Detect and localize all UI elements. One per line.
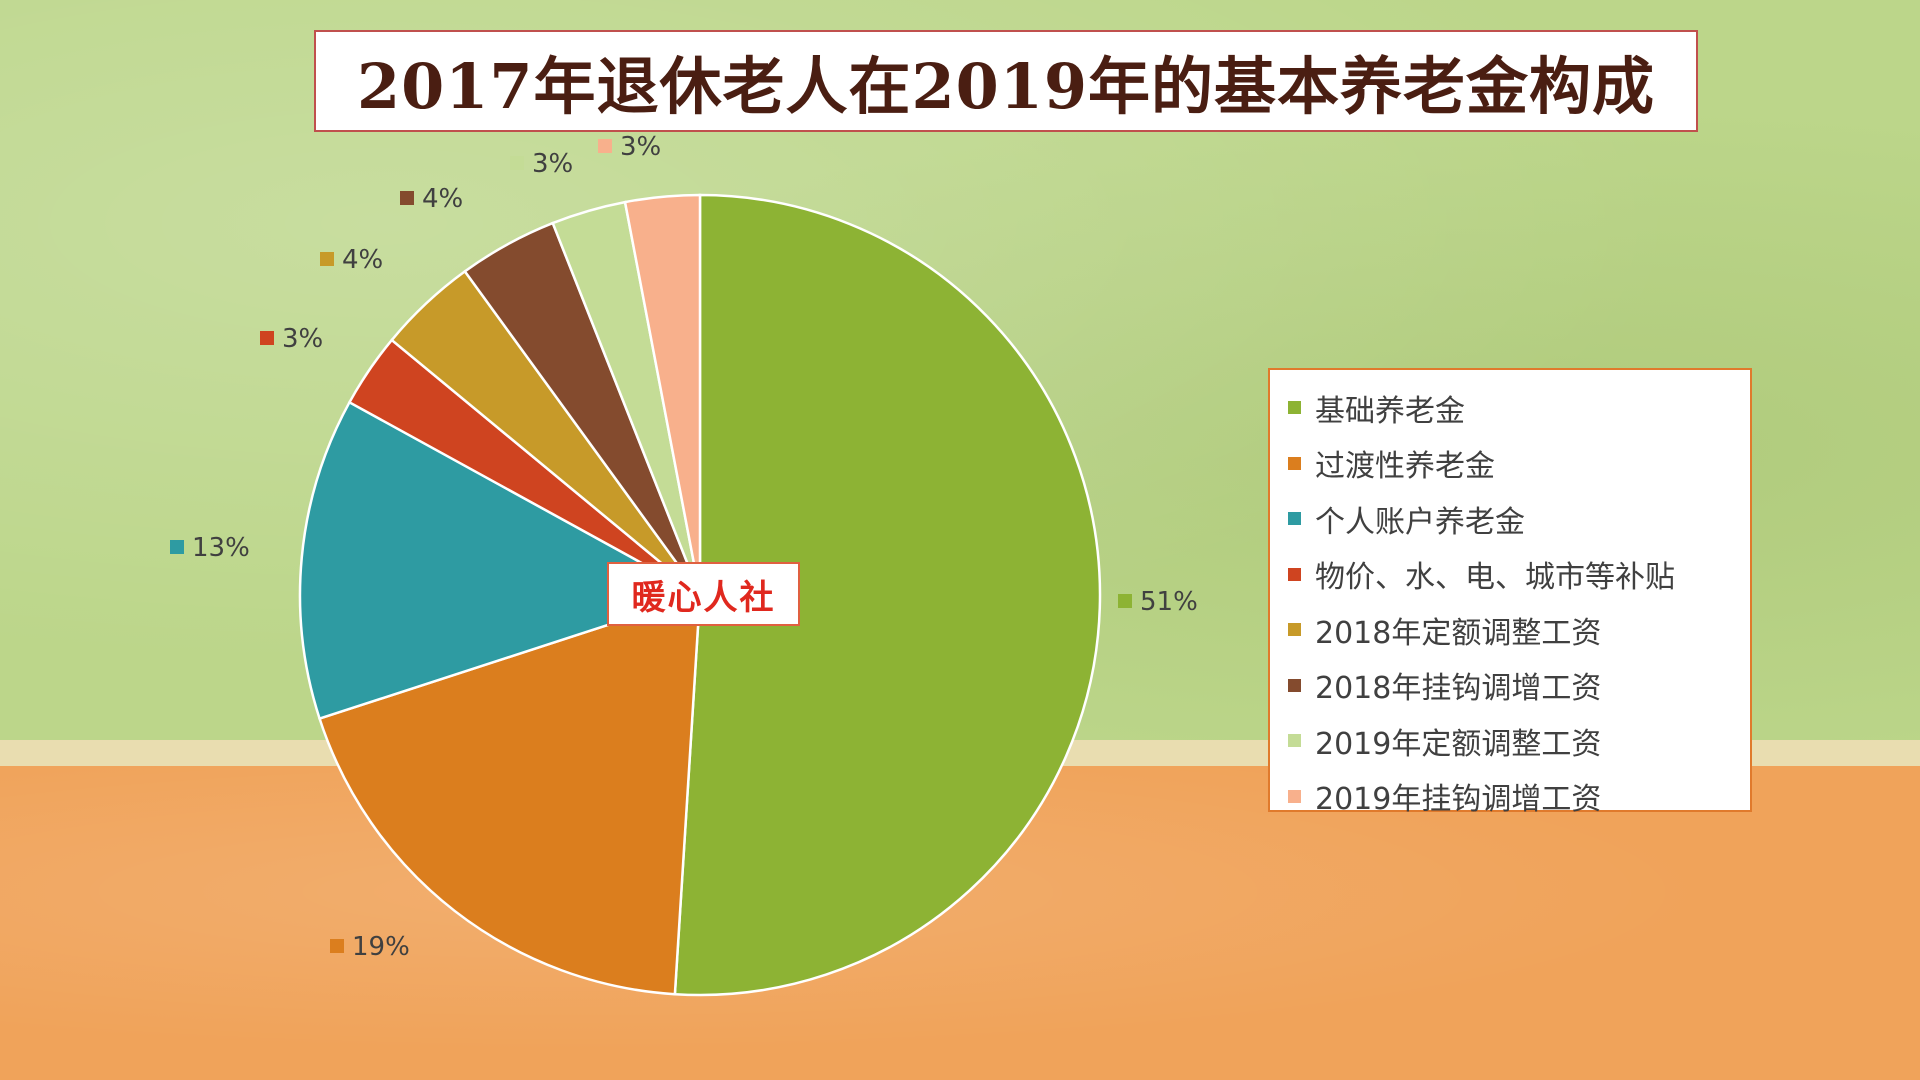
data-label-marker: [260, 331, 274, 345]
chart-title: 2017年退休老人在2019年的基本养老金构成: [356, 50, 1656, 123]
legend-item: 2018年挂钩调增工资: [1288, 658, 1750, 714]
data-label: 51%: [1140, 587, 1198, 617]
legend-item: 个人账户养老金: [1288, 491, 1750, 547]
legend-swatch: [1288, 512, 1301, 526]
legend-label: 2019年挂钩调增工资: [1315, 782, 1602, 818]
data-label-marker: [400, 191, 414, 205]
data-label-marker: [320, 252, 334, 266]
data-label-marker: [1118, 594, 1132, 608]
pie-slice: [673, 193, 1102, 997]
pie-slice: [298, 400, 704, 721]
legend-item: 2019年挂钩调增工资: [1288, 769, 1750, 825]
data-label: 4%: [342, 245, 383, 275]
data-label-marker: [598, 139, 612, 153]
legend-swatch: [1288, 678, 1301, 692]
data-label: 4%: [422, 184, 463, 214]
legend-label: 个人账户养老金: [1315, 504, 1525, 540]
data-label-marker: [170, 540, 184, 554]
pie-slice: [318, 593, 702, 996]
watermark-badge: 暖心人社: [607, 562, 800, 626]
legend-swatch: [1288, 623, 1301, 637]
data-label: 3%: [282, 324, 323, 354]
data-labels: 51% 19% 13% 3% 4% 4% 3% 3%: [170, 132, 1198, 962]
data-label: 3%: [620, 132, 661, 162]
data-label: 13%: [192, 533, 250, 563]
legend-item: 基础养老金: [1288, 380, 1750, 436]
legend-swatch: [1288, 401, 1301, 415]
data-label-marker: [330, 939, 344, 953]
legend-item: 物价、水、电、城市等补贴: [1288, 547, 1750, 603]
legend-label: 基础养老金: [1315, 393, 1465, 429]
legend-label: 2019年定额调整工资: [1315, 726, 1602, 762]
legend-label: 2018年挂钩调增工资: [1315, 671, 1602, 707]
data-label-marker: [510, 156, 524, 170]
data-label: 3%: [532, 149, 573, 179]
legend-item: 过渡性养老金: [1288, 436, 1750, 492]
pie-slices: [298, 193, 1102, 997]
legend-label: 过渡性养老金: [1315, 449, 1495, 485]
legend-swatch: [1288, 789, 1301, 803]
legend-swatch: [1288, 456, 1301, 470]
pie-slice: [623, 193, 702, 596]
data-label: 19%: [352, 932, 410, 962]
legend-swatch: [1288, 734, 1301, 748]
title-box: 2017年退休老人在2019年的基本养老金构成: [314, 30, 1698, 132]
legend-swatch: [1288, 567, 1301, 581]
legend-item: 2019年定额调整工资: [1288, 713, 1750, 769]
legend-item: 2018年定额调整工资: [1288, 602, 1750, 658]
legend: 基础养老金过渡性养老金 个人账户养老金物价、水、电、城市等补贴 2018年定额调整工…: [1268, 368, 1752, 817]
legend-label: 2018年定额调整工资: [1315, 615, 1602, 651]
legend-label: 物价、水、电、城市等补贴: [1315, 560, 1675, 596]
